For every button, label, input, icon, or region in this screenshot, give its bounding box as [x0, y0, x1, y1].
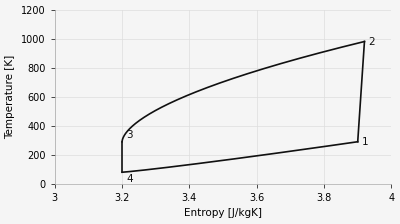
Y-axis label: Temperature [K]: Temperature [K]	[6, 55, 16, 139]
Text: 3: 3	[126, 129, 133, 140]
Text: 2: 2	[368, 37, 375, 47]
Text: 1: 1	[362, 137, 368, 147]
X-axis label: Entropy [J/kgK]: Entropy [J/kgK]	[184, 209, 262, 218]
Text: 4: 4	[126, 174, 133, 184]
